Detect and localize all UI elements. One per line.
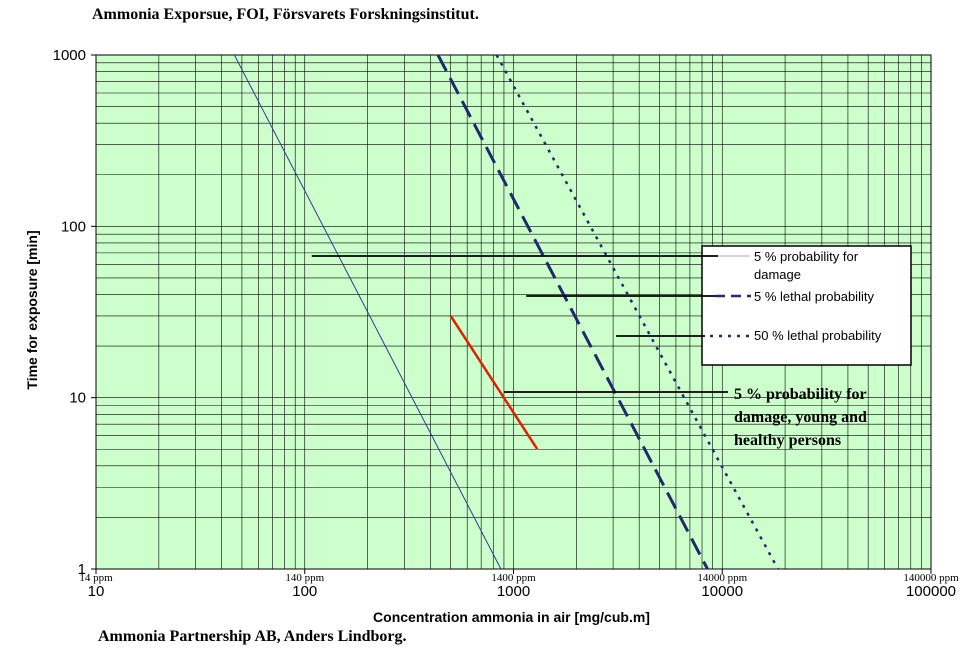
x-tick-ppm-label: 1400 ppm (491, 572, 536, 584)
series-lethal-5-line (436, 54, 709, 570)
x-tick-ppm-label: 14000 ppm (697, 572, 747, 584)
x-tick-label: 10 (88, 583, 105, 600)
page-footer: Ammonia Partnership AB, Anders Lindborg. (98, 628, 407, 645)
young-healthy-label: healthy persons (734, 432, 841, 449)
series-lethal-50-line (495, 54, 780, 570)
legend-label: damage (754, 267, 801, 282)
y-tick-label: 10 (69, 390, 86, 407)
x-tick-label: 1000 (497, 583, 530, 600)
young-healthy-label: damage, young and (734, 409, 867, 426)
legend-label: 50 % lethal probability (754, 328, 882, 343)
x-tick-ppm-label: 14 ppm (79, 572, 113, 584)
y-tick-label: 1 (78, 561, 86, 578)
y-tick-label: 100 (61, 218, 86, 235)
page-title: Ammonia Exporsue, FOI, Försvarets Forskn… (92, 6, 479, 23)
series-young-healthy-line (449, 315, 539, 450)
legend: 5 % probability for damage 5 % lethal prob… (311, 249, 882, 393)
x-tick-label: 100000 (906, 583, 956, 600)
legend-box (701, 245, 912, 366)
y-tick-label: 1000 (53, 47, 86, 64)
x-tick-label: 10000 (701, 583, 743, 600)
y-axis-label: Time for exposure [min] (24, 230, 40, 389)
x-tick-ppm-label: 140000 ppm (903, 572, 959, 584)
legend-label: 5 % probability for (754, 249, 859, 264)
gridlines (96, 55, 931, 569)
legend-label: 5 % lethal probability (754, 289, 874, 304)
x-tick-label: 100 (292, 583, 317, 600)
x-tick-ppm-label: 140 ppm (285, 572, 324, 584)
series-damage-line (233, 54, 502, 570)
young-healthy-label: 5 % probability for (734, 386, 867, 403)
x-axis-label: Concentration ammonia in air [mg/cub.m] (373, 609, 650, 625)
